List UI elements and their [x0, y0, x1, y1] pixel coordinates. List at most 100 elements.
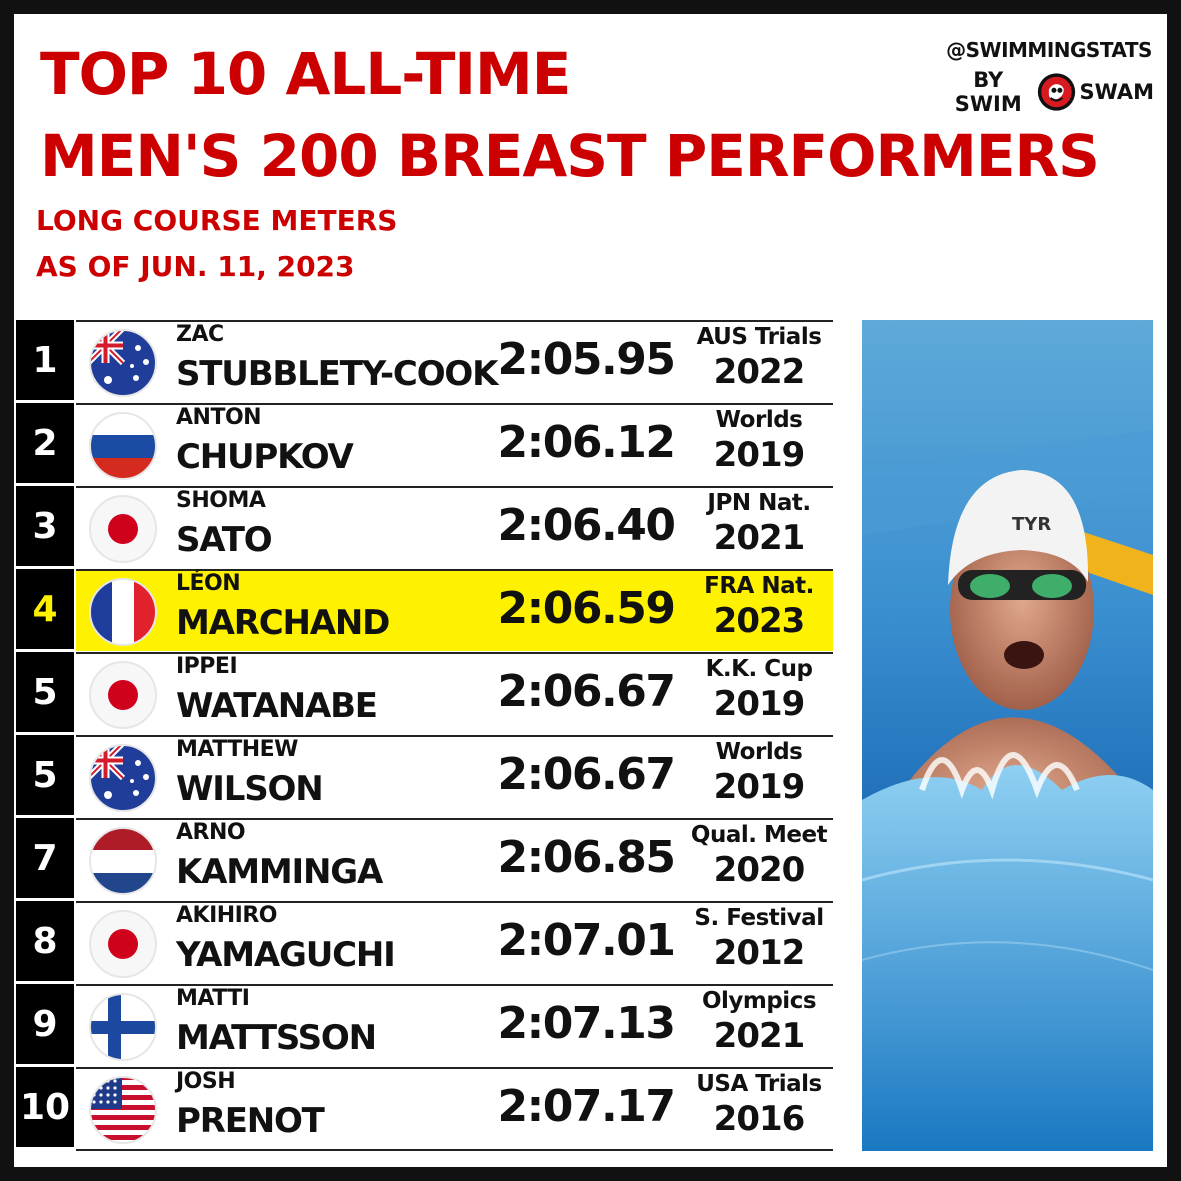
brand-line: BY SWIM SWAM: [944, 68, 1154, 116]
meet-info: Worlds 2019: [684, 405, 834, 475]
swim-time: 2:06.67: [497, 749, 676, 800]
japan-flag-icon: [88, 494, 158, 564]
table-row: 5 IPPEI WATANABE 2:06.67 K.K. Cup 2019: [16, 652, 850, 734]
meet-year: 2016: [713, 1099, 806, 1139]
swim-time: 2:06.59: [497, 583, 676, 634]
france-flag-icon: [88, 577, 158, 647]
netherlands-flag-icon: [88, 826, 158, 896]
meet-year: 2021: [713, 1016, 806, 1056]
table-bottom-line: [76, 1149, 833, 1151]
meet-year: 2019: [713, 684, 806, 724]
swimmer-first-name: MATTI: [176, 986, 250, 1011]
row-body: SHOMA SATO 2:06.40 JPN Nat. 2021: [76, 486, 833, 568]
swimmer-first-name: MATTHEW: [176, 737, 298, 762]
swimmer-first-name: ARNO: [176, 820, 246, 845]
brand-block: @SWIMMINGSTATS BY SWIM SWAM: [944, 38, 1154, 116]
australia-flag-icon: [88, 743, 158, 813]
swim-time: 2:06.85: [497, 832, 676, 883]
swim-time: 2:05.95: [497, 334, 676, 385]
swimmer-last-name: MARCHAND: [176, 603, 390, 643]
swimmer-first-name: JOSH: [176, 1069, 236, 1094]
row-body: IPPEI WATANABE 2:06.67 K.K. Cup 2019: [76, 652, 833, 734]
row-body: ARNO KAMMINGA 2:06.85 Qual. Meet 2020: [76, 818, 833, 900]
swimmer-first-name: IPPEI: [176, 654, 238, 679]
finland-flag-icon: [88, 992, 158, 1062]
meet-info: FRA Nat. 2023: [684, 571, 834, 641]
meet-year: 2019: [713, 435, 806, 475]
meet-info: JPN Nat. 2021: [684, 488, 834, 558]
swimmer-last-name: STUBBLETY-COOK: [176, 354, 498, 394]
table-row: 9 MATTI MATTSSON 2:07.13 Olympics 2021: [16, 984, 850, 1066]
rank-number: 4: [16, 569, 74, 649]
row-body: LÉON MARCHAND 2:06.59 FRA Nat. 2023: [76, 569, 833, 651]
meet-name: AUS Trials: [696, 324, 822, 350]
meet-info: AUS Trials 2022: [684, 322, 834, 392]
rank-number: 3: [16, 486, 74, 566]
meet-year: 2023: [713, 601, 806, 641]
usa-flag-icon: [88, 1075, 158, 1145]
meet-name: JPN Nat.: [707, 490, 811, 516]
meet-info: Olympics 2021: [684, 986, 834, 1056]
meet-info: K.K. Cup 2019: [684, 654, 834, 724]
table-row: 2 ANTON CHUPKOV 2:06.12 Worlds 2019: [16, 403, 850, 485]
swim-time: 2:07.17: [497, 1081, 676, 1132]
row-body: MATTHEW WILSON 2:06.67 Worlds 2019: [76, 735, 833, 817]
japan-flag-icon: [88, 909, 158, 979]
brand-by-swim: BY SWIM: [954, 68, 1022, 116]
meet-name: Worlds: [715, 407, 803, 433]
meet-info: USA Trials 2016: [684, 1069, 834, 1139]
meet-info: S. Festival 2012: [684, 903, 834, 973]
meet-year: 2012: [713, 933, 806, 973]
meet-year: 2021: [713, 518, 806, 558]
row-body: MATTI MATTSSON 2:07.13 Olympics 2021: [76, 984, 833, 1066]
swim-time: 2:07.01: [497, 915, 676, 966]
australia-flag-icon: [88, 328, 158, 398]
meet-name: FRA Nat.: [704, 573, 814, 599]
subtitle-date: AS OF JUN. 11, 2023: [36, 250, 355, 283]
title-line-1: TOP 10 ALL-TIME: [40, 40, 571, 108]
rank-number: 5: [16, 735, 74, 815]
table-row: 8 AKIHIRO YAMAGUCHI 2:07.01 S. Festival 2012: [16, 901, 850, 983]
swimmer-breaststroke-photo: TYR: [862, 320, 1153, 1151]
swimmer-last-name: MATTSSON: [176, 1018, 377, 1058]
swimmer-first-name: ANTON: [176, 405, 262, 430]
meet-year: 2020: [713, 850, 806, 890]
swimmer-first-name: LÉON: [176, 571, 241, 596]
row-body: ZAC STUBBLETY-COOK 2:05.95 AUS Trials 2022: [76, 320, 833, 402]
row-body: ANTON CHUPKOV 2:06.12 Worlds 2019: [76, 403, 833, 485]
swim-time: 2:07.13: [497, 998, 676, 1049]
title-line-2: MEN'S 200 BREAST PERFORMERS: [40, 122, 1100, 190]
table-row: 1 ZAC STUBBLETY-COOK 2:05.95 AUS Trials 2022: [16, 320, 850, 402]
rank-number: 1: [16, 320, 74, 400]
meet-year: 2019: [713, 767, 806, 807]
swimmer-last-name: WILSON: [176, 769, 324, 809]
rank-number: 9: [16, 984, 74, 1064]
japan-flag-icon: [88, 660, 158, 730]
table-row: 5 MATTHEW WILSON 2:06.67 Worlds 2019: [16, 735, 850, 817]
swim-time: 2:06.40: [497, 500, 676, 551]
meet-info: Qual. Meet 2020: [684, 820, 834, 890]
meet-name: Olympics: [701, 988, 817, 1014]
rank-number: 10: [16, 1067, 74, 1147]
row-body: JOSH PRENOT 2:07.17 USA Trials 2016: [76, 1067, 833, 1149]
row-body: AKIHIRO YAMAGUCHI 2:07.01 S. Festival 2012: [76, 901, 833, 983]
swimmer-last-name: PRENOT: [176, 1101, 325, 1141]
subtitle-course: LONG COURSE METERS: [36, 204, 398, 237]
brand-handle: @SWIMMINGSTATS: [946, 38, 1152, 62]
swimmer-first-name: SHOMA: [176, 488, 266, 513]
swimmer-last-name: YAMAGUCHI: [176, 935, 396, 975]
rank-number: 8: [16, 901, 74, 981]
meet-name: Qual. Meet: [690, 822, 828, 848]
swimmer-last-name: SATO: [176, 520, 273, 560]
meet-info: Worlds 2019: [684, 737, 834, 807]
meet-name: K.K. Cup: [705, 656, 813, 682]
swimmer-first-name: AKIHIRO: [176, 903, 278, 928]
swim-time: 2:06.67: [497, 666, 676, 717]
table-row: 7 ARNO KAMMINGA 2:06.85 Qual. Meet 2020: [16, 818, 850, 900]
meet-name: S. Festival: [694, 905, 824, 931]
swim-time: 2:06.12: [497, 417, 676, 468]
table-row: 3 SHOMA SATO 2:06.40 JPN Nat. 2021: [16, 486, 850, 568]
rank-number: 5: [16, 652, 74, 732]
swimswam-logo-icon: [1037, 73, 1075, 111]
swimmer-first-name: ZAC: [176, 322, 224, 347]
